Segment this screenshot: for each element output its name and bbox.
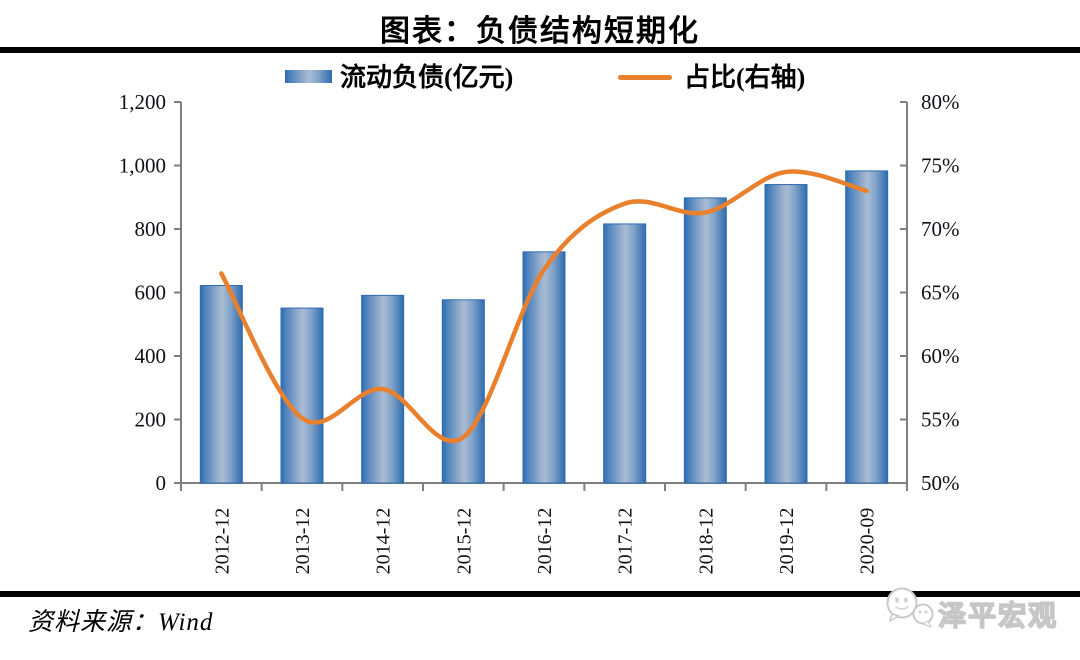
brand-logo: 泽平宏观 xyxy=(882,586,1072,632)
right-axis-tick-label: 65% xyxy=(921,281,960,305)
bar-2019-12 xyxy=(764,184,808,484)
left-axis-tick-label: 1,200 xyxy=(119,90,166,114)
bar-series-label: 流动负债(亿元) xyxy=(340,63,514,92)
bar-2018-12 xyxy=(683,197,727,484)
x-axis-tick-label: 2012-12 xyxy=(211,508,233,575)
bar-series-swatch xyxy=(285,70,332,83)
left-axis-tick-label: 600 xyxy=(135,281,167,305)
left-axis-tick-label: 400 xyxy=(135,344,167,368)
right-axis-tick-label: 55% xyxy=(921,408,960,432)
right-axis-tick-label: 80% xyxy=(921,90,960,114)
bar-2012-12 xyxy=(199,285,243,484)
bottom-divider xyxy=(0,591,1080,597)
source-note: 资料来源：Wind xyxy=(28,609,214,636)
right-axis-tick-label: 50% xyxy=(921,471,960,495)
bar-2017-12 xyxy=(603,223,647,484)
left-axis-tick-label: 1,000 xyxy=(119,154,166,178)
top-divider xyxy=(0,47,1080,53)
x-axis-tick-label: 2016-12 xyxy=(534,508,556,575)
right-axis-tick-label: 70% xyxy=(921,217,960,241)
bar-2015-12 xyxy=(441,299,485,484)
brand-name: 泽平宏观 xyxy=(937,599,1059,631)
x-axis-tick-label: 2015-12 xyxy=(453,508,475,575)
right-axis-tick-label: 75% xyxy=(921,154,960,178)
left-axis-tick-label: 0 xyxy=(156,471,167,495)
x-axis-tick-label: 2013-12 xyxy=(292,508,314,575)
line-series-swatch xyxy=(618,75,672,80)
line-series-label: 占比(右轴) xyxy=(684,63,806,92)
bar-2016-12 xyxy=(522,251,566,484)
x-axis-tick-label: 2020-09 xyxy=(857,508,879,575)
x-axis-tick-label: 2019-12 xyxy=(776,508,798,575)
bar-2013-12 xyxy=(280,307,324,484)
left-axis-tick-label: 800 xyxy=(135,217,167,241)
chart-title: 图表：负债结构短期化 xyxy=(380,15,700,48)
x-axis-tick-label: 2018-12 xyxy=(695,508,717,575)
x-axis-tick-label: 2014-12 xyxy=(373,508,395,575)
bar-2020-09 xyxy=(845,170,889,484)
right-axis-tick-label: 60% xyxy=(921,344,960,368)
ratio-line xyxy=(219,169,869,444)
left-axis-tick-label: 200 xyxy=(135,408,167,432)
x-axis-tick-label: 2017-12 xyxy=(615,508,637,575)
wechat-bubbles-icon xyxy=(886,587,934,628)
